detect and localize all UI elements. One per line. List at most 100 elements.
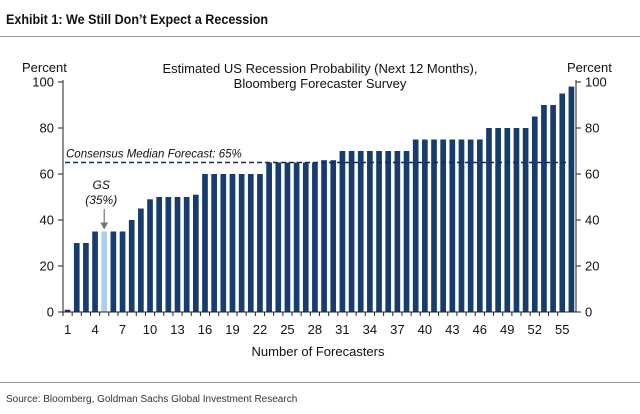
bar [541,105,547,312]
bar [211,174,217,312]
bar [550,105,556,312]
bar [431,139,437,312]
bar [467,139,474,312]
bar [321,160,327,312]
x-tick-label: 49 [500,322,514,337]
x-tick-label: 4 [91,322,98,337]
bar [394,151,401,312]
x-tick-label: 28 [308,322,322,337]
bar [202,174,208,312]
y-tick-label-left: 100 [32,75,54,90]
overlay-group: Consensus Median Forecast: 65% GS(35%) [65,149,570,230]
bar [119,231,126,312]
bar [73,243,80,312]
y-axis-label-left: Percent [22,60,67,75]
x-tick-label: 55 [555,322,569,337]
x-tick-label: 22 [253,322,267,337]
y-tick-label-left: 0 [47,305,54,320]
ticks-group: 0 0 20 20 40 40 60 60 80 80 100 100 1 4 7 10 13 16 19 22 25 2… [32,75,606,338]
bar [238,174,245,312]
bar [275,162,282,312]
bar [458,139,465,312]
bar [522,128,529,312]
bar [92,231,98,312]
bar [367,151,373,312]
y-tick-label-left: 80 [40,121,54,136]
bar [403,151,410,312]
bar [513,128,520,312]
x-tick-label: 19 [225,322,239,337]
bar [568,86,575,312]
bar [64,309,71,312]
bar [312,162,318,312]
bar [183,197,190,312]
top-divider [0,36,640,37]
x-tick-label: 43 [445,322,459,337]
x-tick-label: 10 [143,322,157,337]
consensus-median-label: Consensus Median Forecast: 65% [66,149,242,161]
gs-annotation-arrowhead [100,222,109,230]
bar-highlight-gs [101,231,108,312]
bar [486,128,492,312]
x-tick-label: 34 [363,322,377,337]
y-tick-label-right: 60 [585,167,599,182]
bar [449,139,456,312]
bar [192,194,199,312]
y-tick-label-right: 40 [585,213,599,228]
bar [266,162,272,312]
bar [247,174,254,312]
bar [138,208,144,312]
bar [376,151,382,312]
bar [348,151,355,312]
bar [339,151,346,312]
y-tick-label-right: 20 [585,259,599,274]
x-tick-label: 52 [528,322,542,337]
bar [110,231,117,312]
y-tick-label-left: 40 [40,213,54,228]
x-tick-label: 13 [170,322,184,337]
bar [229,174,236,312]
bar [156,197,163,312]
x-tick-label: 25 [280,322,294,337]
bar [220,174,227,312]
x-axis-label: Number of Forecasters [252,344,385,359]
x-tick-label: 37 [390,322,404,337]
bar [83,243,89,312]
bar [412,139,419,312]
chart-title-line-1: Estimated US Recession Probability (Next… [162,61,477,76]
y-tick-label-left: 60 [40,167,54,182]
y-tick-label-right: 100 [585,75,607,90]
y-tick-label-right: 0 [585,305,592,320]
bar [357,151,364,312]
exhibit-title: Exhibit 1: We Still Don’t Expect a Reces… [6,12,269,27]
x-tick-label: 46 [473,322,487,337]
x-tick-label: 1 [64,322,71,337]
bar [495,128,501,312]
chart-title-line-2: Bloomberg Forecaster Survey [234,76,407,91]
x-tick-label: 16 [198,322,212,337]
bar [422,139,428,312]
source-note: Source: Bloomberg, Goldman Sachs Global … [6,394,298,405]
bottom-divider [0,382,640,383]
bars-group [64,86,575,312]
bar [330,160,337,312]
bar [128,220,135,312]
bar [147,199,153,312]
y-tick-label-left: 20 [40,259,54,274]
gs-annotation-label: GS [93,178,110,192]
bar [531,116,538,312]
bar [385,151,392,312]
x-tick-label: 31 [335,322,349,337]
bar [504,128,511,312]
y-axis-label-right: Percent [567,60,612,75]
bar [257,174,263,312]
bar [302,162,309,312]
bar [284,162,291,312]
bar [174,197,181,312]
y-tick-label-right: 80 [585,121,599,136]
gs-annotation-value: (35%) [85,193,117,207]
x-tick-label: 40 [418,322,432,337]
bar [165,197,172,312]
bar [440,139,447,312]
